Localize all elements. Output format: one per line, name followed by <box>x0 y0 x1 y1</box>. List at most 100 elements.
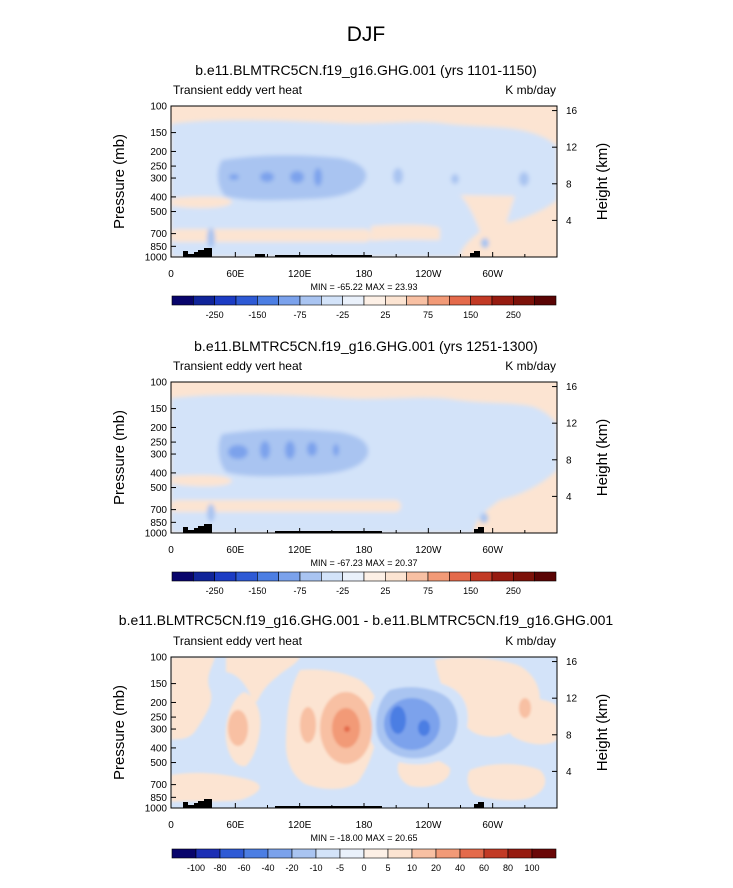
y-tick-label: 200 <box>150 423 167 434</box>
contour-field <box>171 382 557 533</box>
x-tick-label: 120W <box>415 545 442 556</box>
colorbar-box <box>483 848 509 859</box>
topography-mask <box>171 799 484 808</box>
x-tick-label: 60E <box>226 269 244 280</box>
x-tick-label: 60W <box>482 820 503 831</box>
min-max-summary: MIN = -65.22 MAX = 23.93 <box>310 282 417 292</box>
colorbar-label: 100 <box>524 863 539 873</box>
colorbar-label: 75 <box>423 310 433 320</box>
colorbar-box <box>299 295 322 306</box>
x-tick-label: 120E <box>288 545 312 556</box>
colorbar-label: 75 <box>423 586 433 596</box>
colorbar-label: -60 <box>237 863 250 873</box>
colorbar-label: -25 <box>336 310 349 320</box>
min-max-summary: MIN = -67.23 MAX = 20.37 <box>310 558 417 568</box>
topography-mask <box>171 524 484 533</box>
y-tick-label: 250 <box>150 713 167 724</box>
y-tick-label: 250 <box>150 162 167 173</box>
height-tick-label: 16 <box>566 382 578 393</box>
colorbar-label: -10 <box>309 863 322 873</box>
height-tick-label: 16 <box>566 657 578 668</box>
colorbar-box <box>470 295 493 306</box>
colorbar-label: 5 <box>385 863 390 873</box>
x-tick-label: 0 <box>168 545 174 556</box>
y-axis-label-right: Height (km) <box>594 694 611 772</box>
colorbar-label: -100 <box>187 863 205 873</box>
colorbar-box <box>513 571 535 582</box>
colorbar-box <box>257 295 279 306</box>
panel-title: b.e11.BLMTRC5CN.f19_g16.GHG.001 (yrs 110… <box>195 62 537 78</box>
colorbar-box <box>470 571 493 582</box>
colorbar-box <box>449 571 471 582</box>
colorbar-box <box>342 571 365 582</box>
colorbar-box <box>278 295 301 306</box>
x-tick-label: 60W <box>482 269 503 280</box>
panel-left-string: Transient eddy vert heat <box>173 83 303 97</box>
y-axis-label: Pressure (mb) <box>111 410 128 505</box>
contour-field <box>171 106 557 257</box>
x-tick-label: 120E <box>288 820 312 831</box>
colorbar-box <box>385 571 407 582</box>
colorbar-box <box>534 295 557 306</box>
colorbar-box <box>267 848 293 859</box>
colorbar-box <box>278 571 301 582</box>
colorbar-label: -80 <box>213 863 226 873</box>
height-tick-label: 12 <box>566 419 578 430</box>
panel-left-string: Transient eddy vert heat <box>173 634 303 648</box>
colorbar-label: 20 <box>431 863 441 873</box>
height-tick-label: 8 <box>566 730 572 741</box>
colorbar-box <box>513 295 535 306</box>
colorbar-label: 250 <box>506 310 521 320</box>
colorbar-box <box>449 295 471 306</box>
colorbar-label: 150 <box>463 310 478 320</box>
y-tick-label: 500 <box>150 483 167 494</box>
panel-1: b.e11.BLMTRC5CN.f19_g16.GHG.001 (yrs 110… <box>111 62 611 320</box>
colorbar-label: 250 <box>506 586 521 596</box>
colorbar-box <box>534 571 557 582</box>
y-axis-label-right: Height (km) <box>594 419 611 497</box>
y-tick-label: 250 <box>150 438 167 449</box>
x-tick-label: 60W <box>482 545 503 556</box>
colorbar-box <box>257 571 279 582</box>
colorbar-box <box>235 571 258 582</box>
y-tick-label: 100 <box>150 378 167 389</box>
panel-right-string: K mb/day <box>505 359 556 373</box>
colorbar-box <box>193 295 215 306</box>
y-tick-label: 500 <box>150 758 167 769</box>
colorbar-box <box>387 848 413 859</box>
y-tick-label: 700 <box>150 229 167 240</box>
colorbar-box <box>435 848 461 859</box>
y-axis-label-right: Height (km) <box>594 143 611 221</box>
colorbar-box <box>385 295 407 306</box>
colorbar-label: 60 <box>479 863 489 873</box>
height-tick-label: 8 <box>566 455 572 466</box>
colorbar-box <box>411 848 437 859</box>
y-tick-label: 850 <box>150 793 167 804</box>
colorbar-box <box>171 295 194 306</box>
y-tick-label: 400 <box>150 743 167 754</box>
y-tick-label: 700 <box>150 780 167 791</box>
colorbar-box <box>531 848 557 859</box>
panel-title: b.e11.BLMTRC5CN.f19_g16.GHG.001 - b.e11.… <box>119 612 614 628</box>
colorbar-label: 80 <box>503 863 513 873</box>
y-tick-label: 700 <box>150 505 167 516</box>
y-tick-label: 1000 <box>145 253 168 264</box>
height-tick-label: 4 <box>566 216 572 227</box>
colorbar-box <box>193 571 215 582</box>
min-max-summary: MIN = -18.00 MAX = 20.65 <box>310 833 417 843</box>
y-tick-label: 400 <box>150 192 167 203</box>
y-tick-label: 150 <box>150 404 167 415</box>
colorbar-label: -150 <box>248 586 266 596</box>
x-tick-label: 180 <box>356 820 373 831</box>
y-tick-label: 850 <box>150 242 167 253</box>
y-tick-label: 500 <box>150 207 167 218</box>
colorbar-label: -40 <box>261 863 274 873</box>
height-tick-label: 4 <box>566 767 572 778</box>
x-tick-label: 0 <box>168 269 174 280</box>
colorbar-box <box>427 295 450 306</box>
colorbar-box <box>321 295 343 306</box>
colorbar-box <box>363 571 386 582</box>
colorbar-label: -25 <box>336 586 349 596</box>
y-tick-label: 300 <box>150 450 167 461</box>
colorbar-box <box>491 571 514 582</box>
